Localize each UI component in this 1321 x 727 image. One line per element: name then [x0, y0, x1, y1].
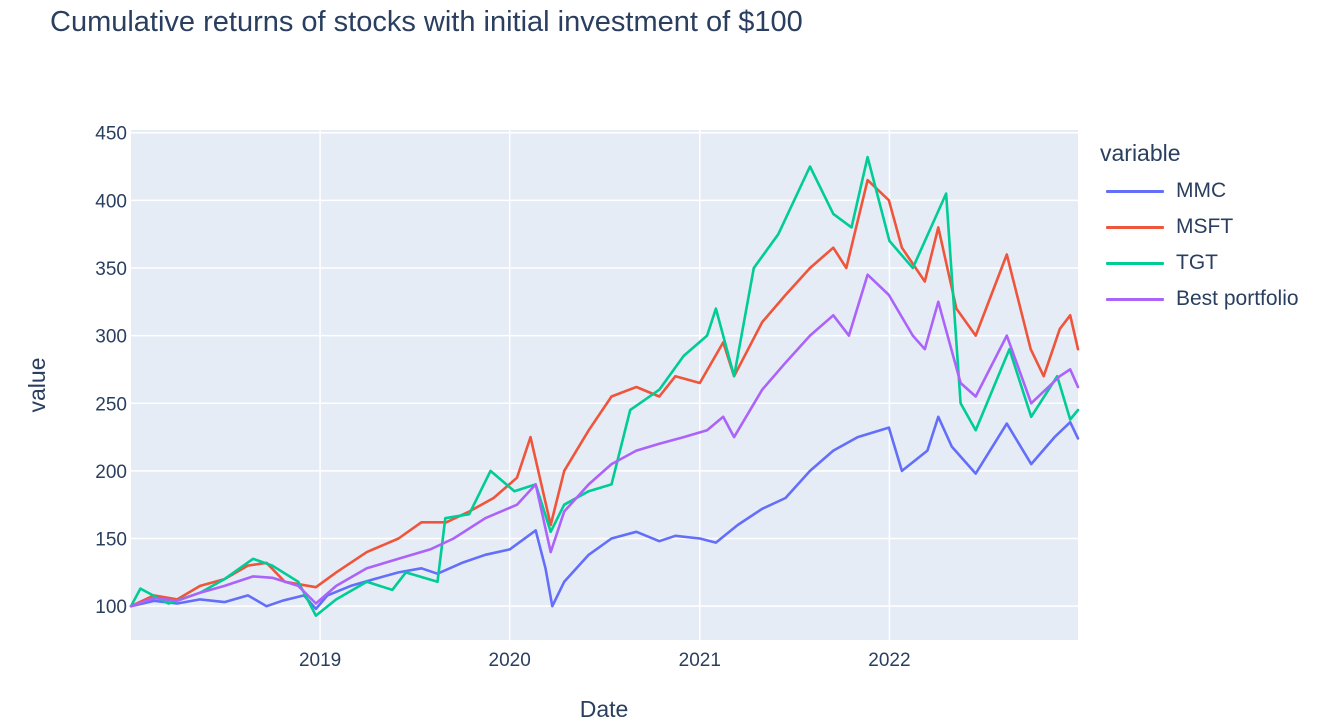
y-tick-labels: 100 150 200 250 300 350 400 450	[95, 124, 127, 618]
legend: variable MMC MSFT TGT Best portfolio	[1100, 140, 1299, 317]
y-tick-label: 250	[95, 394, 127, 415]
x-gridlines	[319, 130, 891, 640]
plot-area	[131, 130, 1078, 640]
x-tick-label: 2021	[679, 650, 721, 671]
legend-swatch-mmc	[1106, 189, 1164, 193]
y-tick-label: 150	[95, 530, 127, 551]
legend-swatch-msft	[1106, 225, 1164, 229]
y-tick-label: 300	[95, 327, 127, 348]
x-tick-label: 2022	[868, 650, 910, 671]
x-tick-label: 2020	[489, 650, 531, 671]
legend-label-best-portfolio: Best portfolio	[1176, 287, 1299, 310]
legend-item-best-portfolio[interactable]: Best portfolio	[1100, 281, 1299, 317]
legend-swatch-best-portfolio	[1106, 297, 1164, 301]
series-line-mmc[interactable]	[129, 415, 1080, 611]
y-tick-label: 100	[95, 597, 127, 618]
series-lines[interactable]	[129, 155, 1080, 617]
y-tick-label: 450	[95, 124, 127, 145]
y-tick-label: 200	[95, 462, 127, 483]
y-axis-title: value	[24, 358, 50, 413]
x-axis-title: Date	[580, 696, 629, 722]
y-gridlines	[131, 131, 1078, 607]
y-tick-label: 400	[95, 191, 127, 212]
x-tick-labels: 2019 2020 2021 2022	[299, 650, 911, 671]
x-tick-label: 2019	[299, 650, 341, 671]
legend-label-mmc: MMC	[1176, 179, 1227, 202]
legend-item-tgt[interactable]: TGT	[1100, 245, 1299, 281]
legend-title: variable	[1100, 140, 1181, 166]
legend-item-mmc[interactable]: MMC	[1100, 173, 1299, 209]
series-line-best-portfolio[interactable]	[129, 273, 1080, 608]
chart-title: Cumulative returns of stocks with initia…	[50, 6, 803, 38]
legend-label-msft: MSFT	[1176, 215, 1234, 238]
legend-label-tgt: TGT	[1176, 251, 1218, 274]
y-tick-label: 350	[95, 259, 127, 280]
legend-swatch-tgt	[1106, 261, 1164, 265]
legend-item-msft[interactable]: MSFT	[1100, 209, 1299, 245]
